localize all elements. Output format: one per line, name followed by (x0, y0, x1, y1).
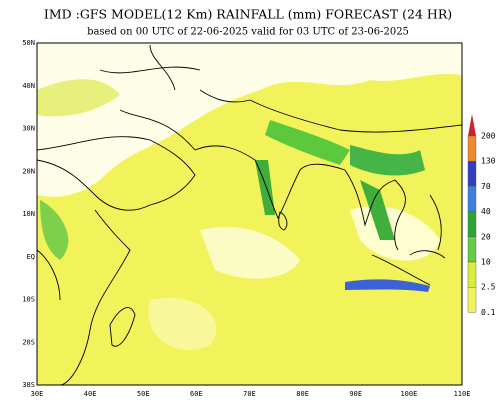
colorbar-segment (467, 211, 477, 238)
longitude-label: 90E (349, 390, 362, 398)
subtitle: based on 00 UTC of 22-06-2025 valid for … (87, 27, 409, 38)
longitude-label: 100E (400, 390, 417, 398)
longitude-label: 110E (454, 390, 471, 398)
colorbar-arrow (468, 114, 476, 136)
latitude-label: 30N (22, 125, 35, 133)
colorbar-segment (467, 287, 477, 313)
latitude-label: 10S (22, 296, 35, 304)
colorbar-label: 0.1 (481, 308, 496, 317)
colorbar-segment (467, 236, 477, 263)
title: IMD :GFS MODEL(12 Km) RAINFALL (mm) FORE… (44, 7, 452, 22)
latitude-label: 50N (22, 39, 35, 47)
map-area (37, 43, 462, 385)
colorbar-segment (467, 186, 477, 212)
colorbar-label: 10 (481, 258, 491, 267)
latitude-label: EQ (27, 253, 35, 261)
colorbar: 200 130 70 40 20 10 2.5 0.1 (467, 114, 496, 317)
longitude-label: 50E (137, 390, 150, 398)
colorbar-label: 40 (481, 207, 491, 216)
colorbar-label: 130 (481, 157, 496, 166)
latitude-label: 40N (22, 82, 35, 90)
colorbar-segment (467, 160, 477, 187)
colorbar-label: 70 (481, 182, 491, 191)
longitude-label: 40E (84, 390, 97, 398)
latitude-label: 20N (22, 167, 35, 175)
colorbar-segment (467, 135, 477, 162)
longitude-label: 80E (296, 390, 309, 398)
longitude-label: 30E (31, 390, 44, 398)
latitude-label: 10N (22, 210, 35, 218)
longitude-label: 60E (190, 390, 203, 398)
colorbar-label: 200 (481, 132, 496, 141)
colorbar-label: 20 (481, 232, 491, 241)
colorbar-segment (467, 261, 477, 288)
colorbar-label: 2.5 (481, 283, 496, 292)
map-frame (36, 42, 463, 386)
latitude-label: 30S (22, 381, 35, 389)
latitude-label: 20S (22, 338, 35, 346)
longitude-label: 70E (243, 390, 256, 398)
